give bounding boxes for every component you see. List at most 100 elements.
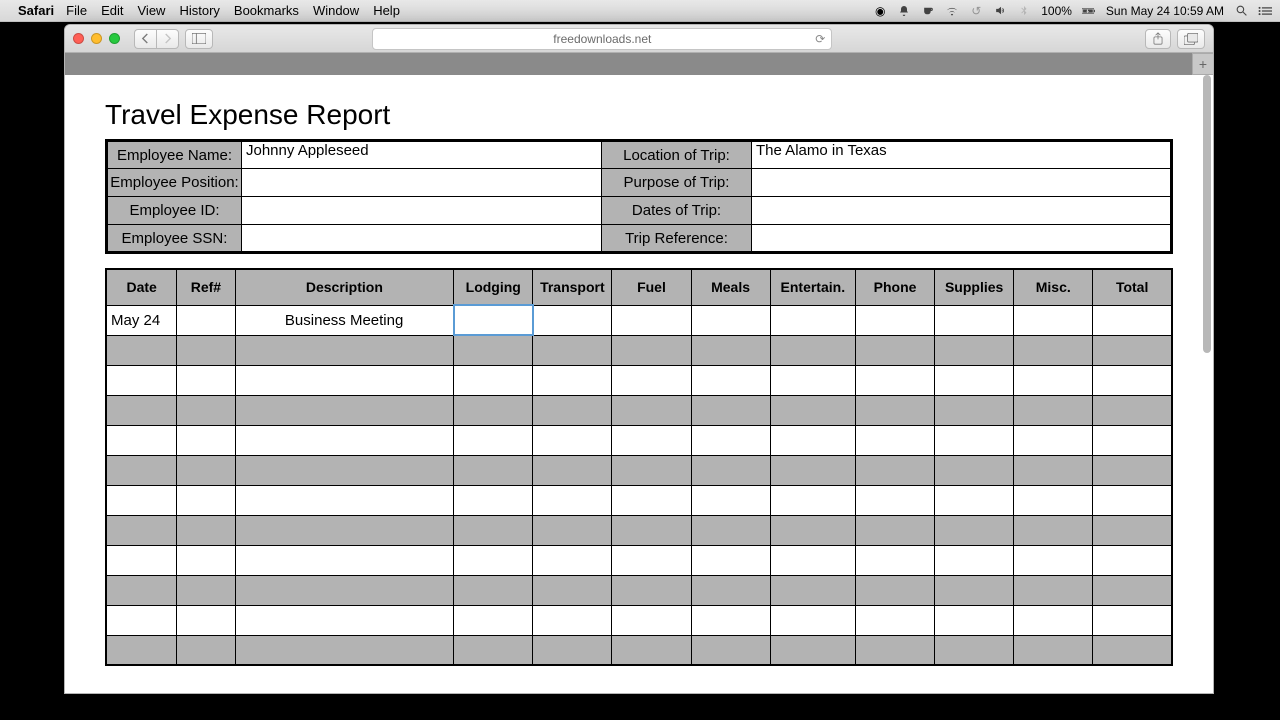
cell[interactable] <box>770 605 855 635</box>
menu-icon[interactable] <box>1258 4 1272 18</box>
value-location[interactable]: The Alamo in Texas <box>752 141 1172 169</box>
zoom-button[interactable] <box>109 33 120 44</box>
cell[interactable] <box>1093 425 1172 455</box>
cell[interactable] <box>177 395 235 425</box>
cell[interactable] <box>454 455 533 485</box>
address-bar[interactable]: freedownloads.net ⟳ <box>372 28 832 50</box>
cell[interactable] <box>454 635 533 665</box>
value-employee-position[interactable] <box>242 169 602 197</box>
cell[interactable] <box>177 425 235 455</box>
cell[interactable] <box>1093 545 1172 575</box>
cell[interactable] <box>1093 335 1172 365</box>
value-purpose[interactable] <box>752 169 1172 197</box>
cell[interactable] <box>533 575 612 605</box>
cell[interactable] <box>935 515 1014 545</box>
cell[interactable] <box>1014 305 1093 335</box>
cell[interactable] <box>235 485 454 515</box>
cell[interactable] <box>770 515 855 545</box>
cell[interactable]: May 24 <box>106 305 177 335</box>
cell[interactable] <box>691 365 770 395</box>
cell[interactable] <box>770 305 855 335</box>
cell[interactable] <box>533 305 612 335</box>
menu-help[interactable]: Help <box>373 3 400 18</box>
value-employee-ssn[interactable] <box>242 225 602 253</box>
cell[interactable] <box>1093 485 1172 515</box>
cell[interactable] <box>533 455 612 485</box>
cell[interactable] <box>612 635 691 665</box>
cell[interactable] <box>106 335 177 365</box>
volume-icon[interactable] <box>993 4 1007 18</box>
value-employee-name[interactable]: Johnny Appleseed <box>242 141 602 169</box>
cell[interactable] <box>612 545 691 575</box>
cell[interactable] <box>454 575 533 605</box>
close-button[interactable] <box>73 33 84 44</box>
cell[interactable] <box>235 575 454 605</box>
cell[interactable] <box>691 605 770 635</box>
cell[interactable] <box>770 395 855 425</box>
cell[interactable] <box>935 485 1014 515</box>
wifi-icon[interactable] <box>945 4 959 18</box>
cell[interactable] <box>612 305 691 335</box>
cell[interactable] <box>106 545 177 575</box>
cell[interactable] <box>691 635 770 665</box>
cell[interactable] <box>1014 395 1093 425</box>
cell[interactable] <box>855 305 934 335</box>
cell[interactable] <box>1014 545 1093 575</box>
cell[interactable] <box>855 545 934 575</box>
cell[interactable] <box>235 545 454 575</box>
cell[interactable] <box>935 305 1014 335</box>
cell[interactable] <box>533 365 612 395</box>
cell[interactable] <box>855 425 934 455</box>
cell[interactable] <box>533 545 612 575</box>
record-icon[interactable]: ◉ <box>873 4 887 18</box>
menu-edit[interactable]: Edit <box>101 3 123 18</box>
cell[interactable] <box>612 425 691 455</box>
cell[interactable] <box>770 365 855 395</box>
cell[interactable] <box>855 485 934 515</box>
cell[interactable] <box>106 605 177 635</box>
cell[interactable] <box>1014 575 1093 605</box>
cell[interactable] <box>177 545 235 575</box>
cell[interactable] <box>691 575 770 605</box>
cell[interactable] <box>855 335 934 365</box>
value-employee-id[interactable] <box>242 197 602 225</box>
cell[interactable] <box>177 365 235 395</box>
cell[interactable] <box>1093 635 1172 665</box>
cell[interactable] <box>935 365 1014 395</box>
timemachine-icon[interactable]: ↺ <box>969 4 983 18</box>
cell[interactable] <box>935 575 1014 605</box>
cell[interactable] <box>1014 335 1093 365</box>
value-reference[interactable] <box>752 225 1172 253</box>
cell[interactable] <box>106 455 177 485</box>
share-button[interactable] <box>1145 29 1171 49</box>
cell[interactable] <box>533 425 612 455</box>
cell[interactable] <box>106 365 177 395</box>
cell[interactable] <box>770 335 855 365</box>
cell[interactable] <box>935 335 1014 365</box>
notifications-icon[interactable] <box>897 4 911 18</box>
new-tab-button[interactable]: + <box>1192 53 1214 75</box>
cell[interactable] <box>855 635 934 665</box>
cell[interactable] <box>612 335 691 365</box>
cell[interactable] <box>1093 365 1172 395</box>
cell[interactable] <box>855 395 934 425</box>
cell[interactable] <box>533 395 612 425</box>
cell[interactable] <box>691 455 770 485</box>
cell[interactable] <box>106 635 177 665</box>
cell[interactable] <box>454 395 533 425</box>
cell[interactable] <box>935 395 1014 425</box>
cell[interactable] <box>770 485 855 515</box>
cell[interactable] <box>691 485 770 515</box>
cell[interactable] <box>691 305 770 335</box>
cell[interactable] <box>855 605 934 635</box>
cell[interactable] <box>770 545 855 575</box>
cell[interactable] <box>177 335 235 365</box>
cell[interactable] <box>533 605 612 635</box>
cell[interactable] <box>106 425 177 455</box>
cell[interactable] <box>454 425 533 455</box>
bluetooth-icon[interactable] <box>1017 4 1031 18</box>
scrollbar[interactable] <box>1203 75 1211 693</box>
cell[interactable] <box>935 545 1014 575</box>
cell[interactable] <box>1093 575 1172 605</box>
menu-file[interactable]: File <box>66 3 87 18</box>
